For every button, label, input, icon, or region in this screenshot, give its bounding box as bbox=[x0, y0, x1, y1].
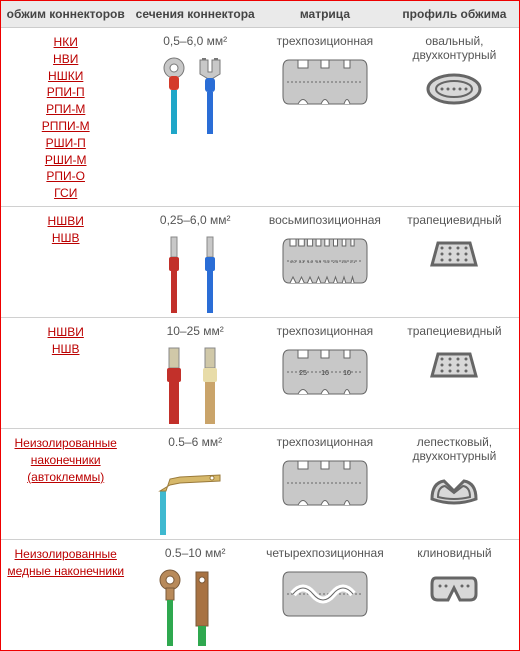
connector-link[interactable]: НШКИ bbox=[5, 68, 126, 85]
section-cell: 10–25 мм² bbox=[130, 317, 260, 428]
matrix-cell: трехпозиционная 25 16 10 bbox=[260, 317, 390, 428]
matrix-cell: трехпозиционная bbox=[260, 428, 390, 539]
profile-label: трапециевидный bbox=[394, 213, 515, 227]
profile-icon bbox=[394, 344, 515, 386]
connector-icon bbox=[134, 344, 256, 424]
connector-link[interactable]: РППИ-М bbox=[5, 118, 126, 135]
profile-icon bbox=[394, 566, 515, 608]
section-value: 0,25–6,0 мм² bbox=[134, 213, 256, 227]
header-section: сечения коннектора bbox=[130, 1, 260, 28]
connector-link[interactable]: РШИ-М bbox=[5, 152, 126, 169]
connector-link[interactable]: НКИ bbox=[5, 34, 126, 51]
svg-text:25: 25 bbox=[299, 370, 307, 377]
connector-link[interactable]: НШВ bbox=[5, 230, 126, 247]
table-row: Неизолированные наконечники (автоклеммы)… bbox=[1, 428, 519, 539]
header-matrix: матрица bbox=[260, 1, 390, 28]
connector-link[interactable]: НВИ bbox=[5, 51, 126, 68]
connector-link[interactable]: РПИ-П bbox=[5, 84, 126, 101]
table-row: НШВИНШВ10–25 мм² трехпозиционная251610тр… bbox=[1, 317, 519, 428]
connector-link[interactable]: ГСИ bbox=[5, 185, 126, 202]
matrix-label: восьмипозиционная bbox=[264, 213, 386, 227]
section-cell: 0,25–6,0 мм² bbox=[130, 206, 260, 317]
matrix-cell: четырехпозиционная bbox=[260, 539, 390, 650]
connector-link[interactable]: Неизолированные наконечники (автоклеммы) bbox=[5, 435, 126, 485]
matrix-label: четырехпозиционная bbox=[264, 546, 386, 560]
connector-icon bbox=[134, 566, 256, 646]
matrix-label: трехпозиционная bbox=[264, 324, 386, 338]
profile-icon bbox=[394, 68, 515, 110]
profile-label: клиновидный bbox=[394, 546, 515, 560]
die-icon bbox=[264, 566, 386, 622]
table-row: Неизолированные медные наконечники 0.5–10… bbox=[1, 539, 519, 650]
section-value: 10–25 мм² bbox=[134, 324, 256, 338]
profile-cell: клиновидный bbox=[390, 539, 519, 650]
matrix-cell: восьмипозиционная 6.05.34.63.93.22.51.81.… bbox=[260, 206, 390, 317]
profile-label: трапециевидный bbox=[394, 324, 515, 338]
profile-label: овальный, двухконтурный bbox=[394, 34, 515, 62]
svg-text:16: 16 bbox=[321, 370, 329, 377]
connector-cell: Неизолированные наконечники (автоклеммы) bbox=[1, 428, 130, 539]
connector-cell: НКИНВИНШКИРПИ-ПРПИ-МРППИ-МРШИ-ПРШИ-МРПИ-… bbox=[1, 28, 130, 207]
connector-cell: Неизолированные медные наконечники bbox=[1, 539, 130, 650]
connector-link[interactable]: РПИ-М bbox=[5, 101, 126, 118]
section-value: 0.5–10 мм² bbox=[134, 546, 256, 560]
connector-link[interactable]: РПИ-О bbox=[5, 168, 126, 185]
profile-label: лепестковый, двухконтурный bbox=[394, 435, 515, 463]
profile-cell: трапециевидный bbox=[390, 317, 519, 428]
die-icon: 25 16 10 bbox=[264, 344, 386, 400]
connector-cell: НШВИНШВ bbox=[1, 317, 130, 428]
profile-cell: овальный, двухконтурный bbox=[390, 28, 519, 207]
profile-cell: трапециевидный bbox=[390, 206, 519, 317]
section-cell: 0.5–10 мм² bbox=[130, 539, 260, 650]
profile-icon bbox=[394, 233, 515, 275]
section-cell: 0.5–6 мм² bbox=[130, 428, 260, 539]
connector-link[interactable]: Неизолированные медные наконечники bbox=[5, 546, 126, 580]
matrix-label: трехпозиционная bbox=[264, 435, 386, 449]
die-icon bbox=[264, 455, 386, 511]
section-value: 0,5–6,0 мм² bbox=[134, 34, 256, 48]
connector-link[interactable]: НШВИ bbox=[5, 213, 126, 230]
profile-icon bbox=[394, 469, 515, 511]
section-value: 0.5–6 мм² bbox=[134, 435, 256, 449]
connector-icon bbox=[134, 54, 256, 134]
die-icon bbox=[264, 54, 386, 110]
matrix-label: трехпозиционная bbox=[264, 34, 386, 48]
matrix-cell: трехпозиционная bbox=[260, 28, 390, 207]
svg-text:10: 10 bbox=[343, 370, 351, 377]
connector-link[interactable]: РШИ-П bbox=[5, 135, 126, 152]
connector-link[interactable]: НШВ bbox=[5, 341, 126, 358]
header-profile: профиль обжима bbox=[390, 1, 519, 28]
connector-cell: НШВИНШВ bbox=[1, 206, 130, 317]
section-cell: 0,5–6,0 мм² bbox=[130, 28, 260, 207]
header-connectors: обжим коннекторов bbox=[1, 1, 130, 28]
profile-cell: лепестковый, двухконтурный bbox=[390, 428, 519, 539]
connector-link[interactable]: НШВИ bbox=[5, 324, 126, 341]
table-row: НШВИНШВ 0,25–6,0 мм² восьмипозиционная 6.0… bbox=[1, 206, 519, 317]
table-row: НКИНВИНШКИРПИ-ПРПИ-МРППИ-МРШИ-ПРШИ-МРПИ-… bbox=[1, 28, 519, 207]
connector-icon bbox=[134, 455, 256, 535]
die-icon: 6.05.34.63.93.22.51.81.1 bbox=[264, 233, 386, 289]
connector-icon bbox=[134, 233, 256, 313]
